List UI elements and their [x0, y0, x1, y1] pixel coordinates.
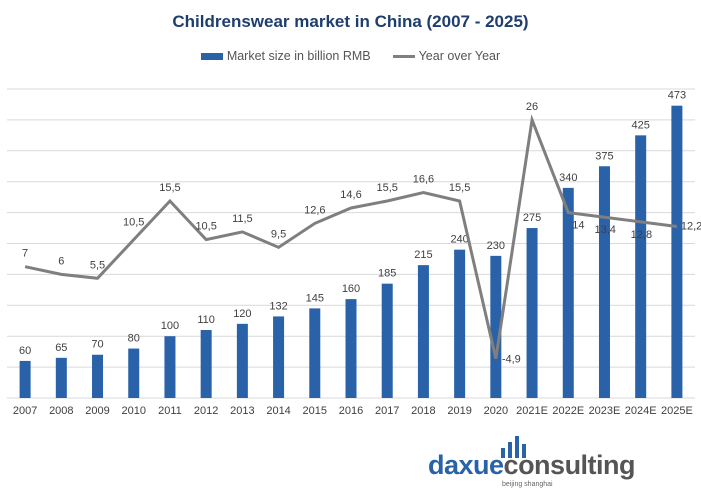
x-tick-label: 2008	[49, 405, 73, 417]
x-tick-label: 2019	[447, 405, 471, 417]
line-data-label: 10,5	[195, 221, 216, 233]
bar	[309, 308, 321, 398]
bar-data-label: 473	[668, 90, 686, 102]
bar	[92, 354, 104, 398]
legend-swatch-bar	[200, 52, 223, 60]
x-tick-label: 2015	[303, 405, 327, 417]
x-tick-label: 2021E	[516, 405, 548, 417]
x-tick-label: 2025E	[661, 405, 693, 417]
x-tick-label: 2024E	[625, 405, 657, 417]
chart-title: Childrenswear market in China (2007 - 20…	[172, 12, 529, 31]
x-tick-label: 2020	[484, 405, 508, 417]
bar-data-label: 185	[378, 268, 396, 280]
yoy-line	[24, 114, 678, 359]
bar	[417, 265, 429, 398]
line-data-label: 11,5	[232, 213, 253, 225]
legend-swatch-line	[392, 54, 415, 58]
legend-label: Market size in billion RMB	[226, 49, 371, 63]
bar-data-label: 80	[128, 333, 140, 345]
bar-data-label: 240	[450, 234, 468, 246]
line-data-label: 12,2	[681, 221, 701, 233]
bar-data-label: 110	[197, 314, 215, 326]
legend: Market size in billion RMB Year over Yea…	[0, 49, 701, 63]
line-data-label: 13,4	[594, 224, 615, 236]
bar	[490, 255, 502, 398]
line-data-label: 15,5	[449, 182, 470, 194]
line-data-label: 16,6	[413, 174, 434, 186]
line-data-label: 5,5	[90, 259, 105, 271]
x-tick-label: 2009	[85, 405, 109, 417]
line-data-label: 9,5	[271, 228, 286, 240]
bar	[454, 249, 466, 398]
bar	[381, 283, 393, 398]
bar	[128, 348, 140, 398]
x-tick-label: 2022E	[552, 405, 584, 417]
x-tick-label: 2013	[230, 405, 254, 417]
x-tick-label: 2010	[121, 405, 145, 417]
bar-data-label: 425	[632, 119, 650, 131]
bar	[671, 105, 683, 398]
legend-item-yoy: Year over Year	[392, 49, 501, 63]
daxue-logo: daxueconsulting beijing shanghai	[428, 436, 658, 488]
bar-data-label: 275	[523, 212, 541, 224]
legend-item-market-size: Market size in billion RMB	[200, 49, 371, 63]
bar-data-label: 132	[269, 300, 287, 312]
x-tick-label: 2023E	[589, 405, 621, 417]
x-tick-label: 2011	[158, 405, 182, 417]
bar-data-label: 375	[595, 150, 613, 162]
bar-data-label: 230	[487, 240, 505, 252]
legend-label: Year over Year	[418, 49, 501, 63]
bar-data-label: 100	[161, 320, 179, 332]
bar-data-label: 340	[559, 172, 577, 184]
bar	[164, 336, 176, 398]
bar	[55, 357, 67, 398]
logo-bars-icon	[501, 436, 526, 458]
line-data-label: 12,8	[631, 229, 652, 241]
logo-subtext: beijing shanghai	[502, 481, 553, 488]
line-data-label: -4,9	[502, 354, 521, 366]
x-tick-label: 2017	[375, 405, 399, 417]
bar-data-label: 160	[342, 283, 360, 295]
line-data-label: 15,5	[376, 182, 397, 194]
line-data-label: 6	[58, 255, 64, 267]
bar	[598, 166, 610, 398]
x-tick-label: 2007	[13, 405, 37, 417]
x-tick-label: 2016	[339, 405, 363, 417]
bar	[526, 228, 538, 398]
bar	[200, 330, 212, 398]
bar-data-label: 65	[55, 342, 67, 354]
bar-data-label: 60	[19, 345, 31, 357]
bar	[273, 316, 285, 398]
bar	[635, 135, 647, 398]
logo-text: daxueconsulting	[428, 450, 636, 480]
bar	[19, 360, 31, 398]
bar	[345, 299, 357, 398]
x-tick-label: 2012	[194, 405, 218, 417]
line-data-label: 26	[526, 101, 538, 113]
line-data-label: 14,6	[340, 189, 361, 201]
bar-data-label: 215	[414, 249, 432, 261]
line-data-label: 14	[572, 220, 584, 232]
bar	[236, 323, 248, 398]
bar-data-label: 70	[91, 339, 103, 351]
line-data-label: 15,5	[159, 182, 180, 194]
line-data-label: 12,6	[304, 204, 325, 216]
bar-data-label: 120	[233, 308, 251, 320]
line-data-label: 7	[22, 248, 28, 260]
x-tick-label: 2014	[266, 405, 290, 417]
x-tick-label: 2018	[411, 405, 435, 417]
bar-data-label: 145	[306, 292, 324, 304]
line-data-label: 10,5	[123, 217, 144, 229]
bar	[562, 187, 574, 398]
